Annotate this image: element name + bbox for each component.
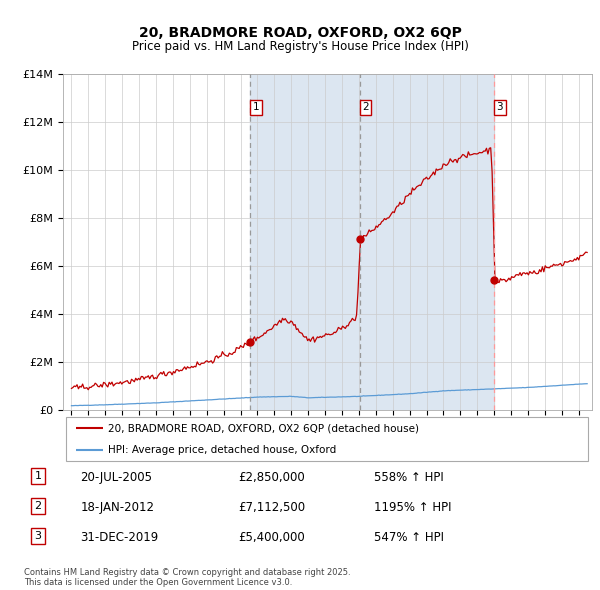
Text: 2: 2 xyxy=(35,501,41,511)
Text: 31-DEC-2019: 31-DEC-2019 xyxy=(80,531,158,544)
Text: 547% ↑ HPI: 547% ↑ HPI xyxy=(374,531,443,544)
Text: 2: 2 xyxy=(362,103,369,112)
Text: 558% ↑ HPI: 558% ↑ HPI xyxy=(374,471,443,484)
Text: Contains HM Land Registry data © Crown copyright and database right 2025.
This d: Contains HM Land Registry data © Crown c… xyxy=(24,568,350,587)
Text: Price paid vs. HM Land Registry's House Price Index (HPI): Price paid vs. HM Land Registry's House … xyxy=(131,40,469,53)
Text: 18-JAN-2012: 18-JAN-2012 xyxy=(80,501,154,514)
Text: £5,400,000: £5,400,000 xyxy=(238,531,305,544)
Text: 3: 3 xyxy=(497,103,503,112)
Text: £2,850,000: £2,850,000 xyxy=(238,471,305,484)
Text: 1: 1 xyxy=(253,103,259,112)
Text: 20, BRADMORE ROAD, OXFORD, OX2 6QP: 20, BRADMORE ROAD, OXFORD, OX2 6QP xyxy=(139,26,461,40)
Bar xyxy=(250,74,494,410)
Text: 1195% ↑ HPI: 1195% ↑ HPI xyxy=(374,501,451,514)
Text: 1: 1 xyxy=(35,471,41,481)
Text: 3: 3 xyxy=(35,531,41,541)
Text: £7,112,500: £7,112,500 xyxy=(238,501,305,514)
Text: HPI: Average price, detached house, Oxford: HPI: Average price, detached house, Oxfo… xyxy=(108,445,336,455)
Text: 20-JUL-2005: 20-JUL-2005 xyxy=(80,471,152,484)
FancyBboxPatch shape xyxy=(65,417,589,461)
Text: 20, BRADMORE ROAD, OXFORD, OX2 6QP (detached house): 20, BRADMORE ROAD, OXFORD, OX2 6QP (deta… xyxy=(108,423,419,433)
